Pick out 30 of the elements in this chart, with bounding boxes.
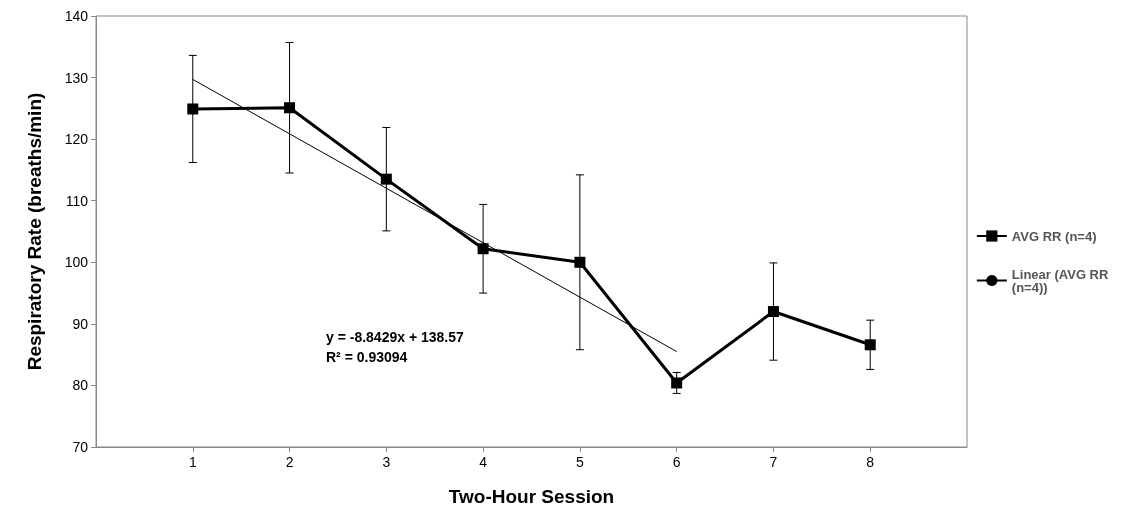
x-tick-label: 2	[285, 454, 294, 470]
y-tick-label: 120	[64, 131, 89, 148]
point	[574, 256, 586, 268]
y-tick-label: 90	[72, 315, 89, 332]
point	[380, 173, 392, 185]
point	[187, 103, 199, 115]
annotation: y = -8.8429x + 138.57	[326, 329, 464, 345]
y-tick-label: 80	[72, 377, 89, 394]
x-tick-label: 3	[382, 454, 391, 470]
point	[767, 306, 779, 318]
y-tick-label: 110	[65, 192, 89, 209]
x-tick-label: 6	[672, 454, 681, 470]
x-tick-label: 1	[188, 454, 197, 470]
x-tick-label: 8	[866, 454, 875, 470]
annotation: R² = 0.93094	[326, 349, 408, 365]
y-tick-label: 130	[64, 69, 89, 86]
y-tick-label: 140	[64, 8, 89, 24]
x-tick-label: 5	[575, 454, 584, 470]
point	[671, 377, 683, 389]
y-tick-label: 100	[64, 254, 89, 271]
x-tick-label: 7	[769, 454, 778, 470]
point	[477, 243, 489, 255]
legend-label: Linear (AVG RR (n=4))	[1011, 266, 1113, 295]
y-axis-title: Respiratory Rate (breaths/min)	[24, 92, 45, 371]
point	[864, 339, 876, 351]
x-axis-title: Two-Hour Session	[448, 486, 615, 507]
legend-label: AVG RR (n=4)	[1011, 228, 1097, 244]
y-tick-label: 70	[72, 439, 89, 455]
point	[284, 102, 296, 114]
x-tick-label: 4	[479, 454, 488, 470]
